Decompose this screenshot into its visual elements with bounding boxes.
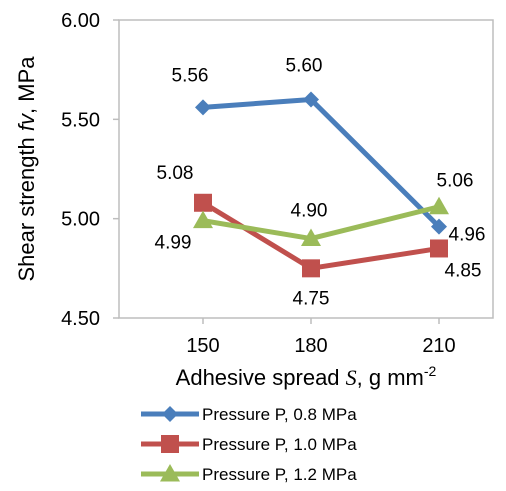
series-lines [201, 96, 441, 271]
y-axis: 4.50 5.00 5.50 6.00 [61, 10, 119, 330]
data-label: 4.96 [449, 225, 486, 246]
data-label: 4.75 [293, 288, 330, 309]
series-2-marker [302, 259, 320, 278]
x-axis: 150 180 210 [186, 318, 456, 357]
legend: Pressure P, 0.8 MPa Pressure P, 1.0 MPa Pr… [141, 405, 357, 484]
series-3-marker [193, 210, 213, 229]
y-axis-title: Shear strength fv, MPa [14, 56, 39, 282]
data-label: 4.90 [291, 201, 328, 222]
series-1-marker [303, 91, 319, 108]
y-tick-label: 5.50 [61, 109, 100, 131]
y-tick-label: 6.00 [61, 10, 100, 32]
data-label: 5.60 [286, 55, 323, 76]
legend-label-2: Pressure P, 1.0 MPa [202, 435, 357, 454]
data-label: 4.99 [155, 233, 192, 254]
data-label: 4.85 [445, 260, 482, 281]
plot-area-border [118, 19, 494, 319]
y-tick-label: 5.00 [61, 209, 100, 231]
x-tick-label: 180 [294, 335, 327, 357]
series-1-marker [431, 218, 447, 235]
x-tick-label: 150 [186, 335, 219, 357]
legend-label-3: Pressure P, 1.2 MPa [202, 465, 357, 484]
legend-marker-2 [161, 435, 179, 453]
data-label: 5.56 [172, 65, 209, 86]
series-3-marker [301, 228, 321, 247]
y-tick-label: 4.50 [61, 308, 100, 330]
legend-marker-1 [162, 406, 178, 422]
data-label: 5.06 [437, 171, 474, 192]
series-3-marker [429, 196, 449, 215]
legend-label-1: Pressure P, 0.8 MPa [202, 405, 357, 424]
x-tick-label: 210 [422, 335, 455, 357]
series-1-marker [195, 99, 211, 116]
data-label: 5.08 [157, 163, 194, 184]
x-axis-title: Adhesive spread S, g mm-2 [176, 363, 437, 390]
legend-marker-3 [160, 464, 180, 482]
data-labels: 5.56 5.60 4.96 5.08 4.75 4.85 4.99 4.90 5.06 [155, 55, 486, 309]
series-2-marker [430, 239, 448, 258]
series-markers [193, 91, 449, 278]
series-2-marker [194, 193, 212, 212]
